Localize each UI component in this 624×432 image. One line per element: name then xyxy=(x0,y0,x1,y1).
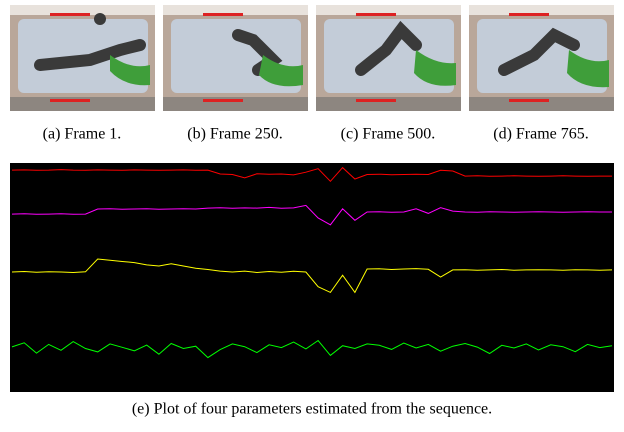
photo-c xyxy=(316,5,461,111)
photo-b xyxy=(163,5,308,111)
photo-a xyxy=(10,5,155,111)
figure: (a) Frame 1. (b) Frame 250. (c) Frame 50… xyxy=(0,0,624,427)
caption: (a) Frame 1. xyxy=(43,126,122,143)
photo-d xyxy=(469,5,614,111)
caption: (c) Frame 500. xyxy=(341,126,436,143)
caption: (d) Frame 765. xyxy=(493,126,589,143)
plot-area xyxy=(10,163,614,392)
caption: (e) Plot of four parameters estimated fr… xyxy=(132,401,492,418)
caption: (b) Frame 250. xyxy=(187,126,283,143)
